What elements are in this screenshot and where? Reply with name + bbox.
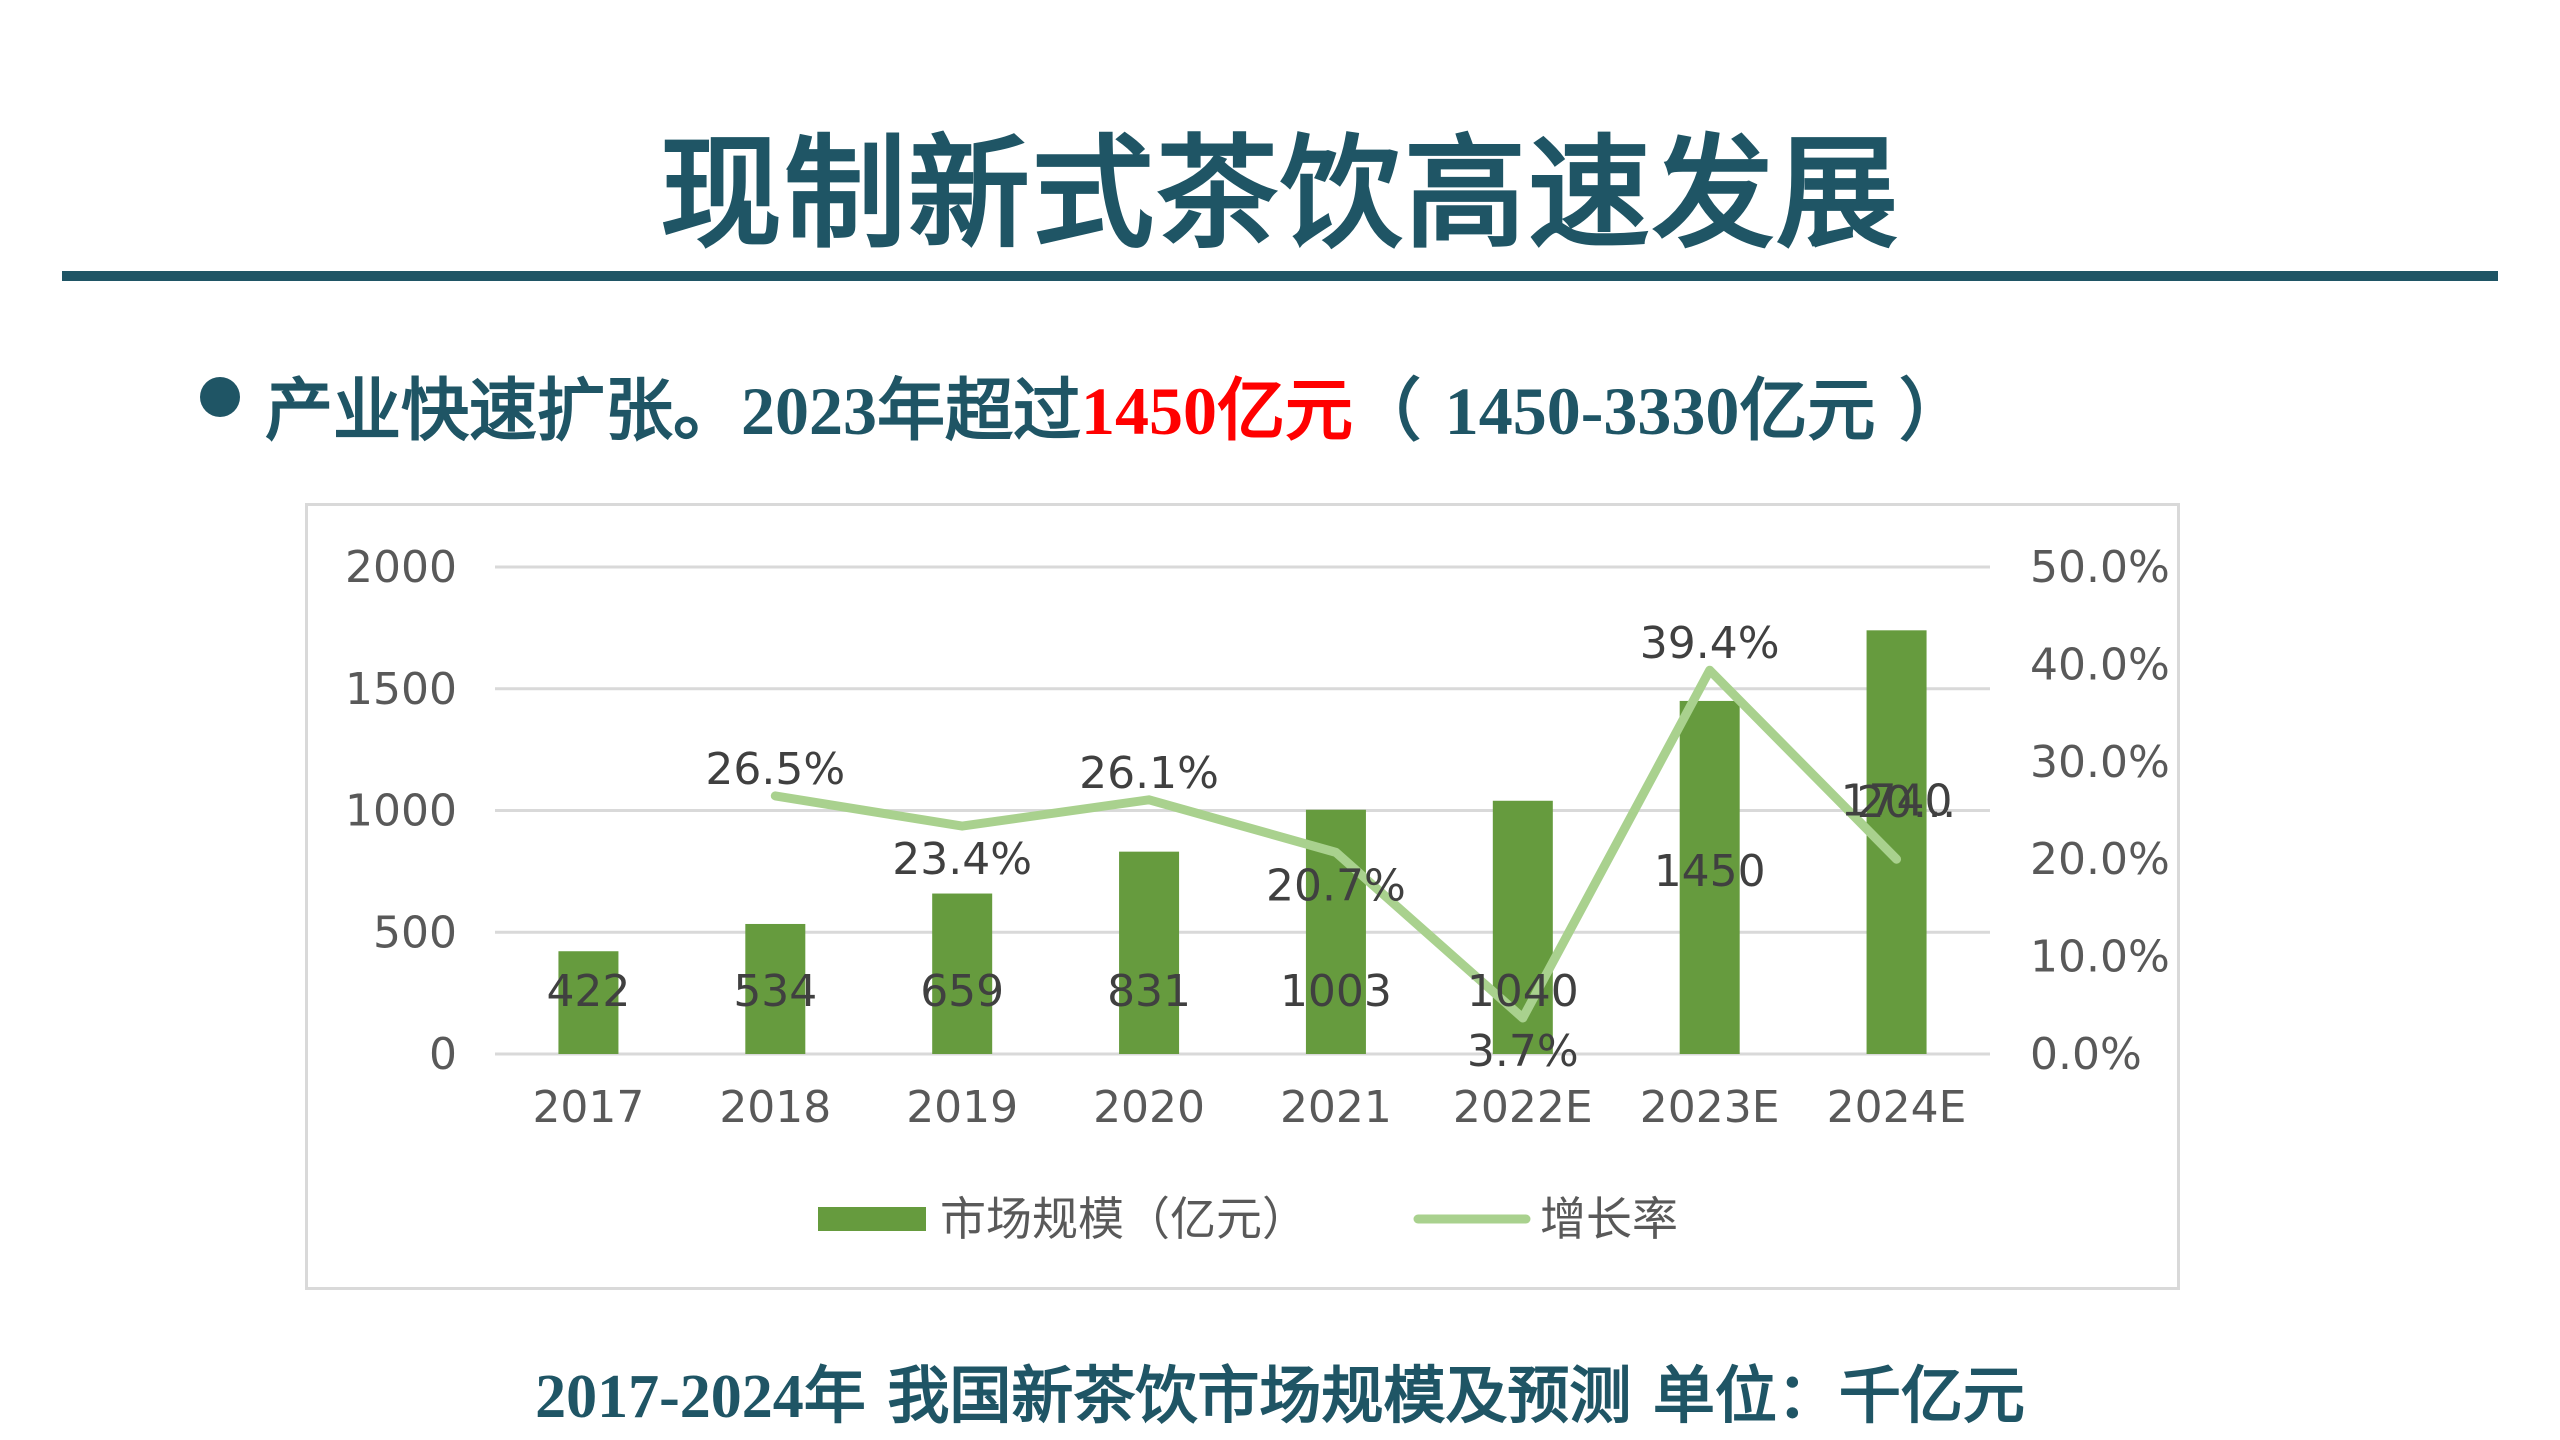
bar (1119, 851, 1180, 1054)
chart-caption: 2017-2024年 我国新茶饮市场规模及预测 单位：千亿元 (0, 1345, 2560, 1435)
bar-data-label: 1450 (1654, 846, 1766, 897)
combo-chart: 0 500 1000 1500 2000 0.0% 10.0% 20.0% 30.0% 40.0%… (345, 542, 2170, 1246)
y-right-tick-label: 30.0% (2030, 737, 2170, 788)
y-right-tick-label: 10.0% (2030, 932, 2170, 983)
line-data-label: 20… (1857, 777, 1957, 828)
range-open: （ (1353, 372, 1445, 451)
y-right-tick-label: 40.0% (2030, 639, 2170, 690)
x-tick-label: 2023E (1640, 1082, 1780, 1133)
x-tick-label: 2018 (719, 1082, 831, 1133)
x-tick-label: 2019 (906, 1082, 1018, 1133)
bar-data-label: 1003 (1280, 966, 1392, 1017)
title-divider (62, 271, 2498, 281)
bar-data-label: 422 (546, 966, 630, 1017)
caption-text: 年 我国新茶饮市场规模及预测 单位：千亿元 (803, 1359, 2025, 1432)
bullet-prefix: 产业快速扩张。 (265, 372, 742, 451)
x-tick-label: 2022E (1453, 1082, 1593, 1133)
growth-rate-point (1145, 795, 1154, 804)
bullet-icon (200, 377, 240, 417)
bar (745, 923, 806, 1054)
bar (558, 951, 619, 1054)
y-left-tick-label: 2000 (345, 542, 457, 593)
x-tick-label: 2021 (1280, 1082, 1392, 1133)
y-left-tick-label: 1000 (345, 786, 457, 837)
line-data-label: 23.4% (892, 834, 1032, 885)
bar-data-label: 1040 (1467, 966, 1579, 1017)
line-data-label: 26.1% (1079, 748, 1219, 799)
chart-frame: 0 500 1000 1500 2000 0.0% 10.0% 20.0% 30.0% 40.0%… (305, 503, 2180, 1290)
x-tick-label: 2020 (1093, 1082, 1205, 1133)
growth-rate-point (1705, 666, 1714, 675)
bar-data-label: 1740 (1841, 775, 1953, 826)
x-tick-label: 2017 (532, 1082, 644, 1133)
growth-rate-point (958, 822, 967, 831)
highlight-number: 1450 (1081, 373, 1218, 449)
bullet-text: 产业快速扩张。2023年超过1450亿元（ 1450-3330亿元 ） (265, 355, 1967, 454)
growth-rate-point (1518, 1013, 1527, 1022)
legend-line-label: 增长率 (1540, 1192, 1678, 1246)
line-data-label: 26.5% (705, 744, 845, 795)
bar-data-label: 831 (1107, 966, 1191, 1017)
bar (1679, 700, 1740, 1054)
line-data-label: 39.4% (1640, 618, 1780, 669)
bar (932, 893, 993, 1054)
line-data-label: 20.7% (1266, 860, 1406, 911)
legend-bar-label: 市场规模（亿元） (940, 1192, 1308, 1246)
highlight-unit: 亿元 (1217, 372, 1354, 451)
y-left-tick-label: 0 (429, 1029, 457, 1080)
bullet-mid: 年超过 (877, 372, 1082, 451)
y-right-tick-label: 50.0% (2030, 542, 2170, 593)
growth-rate-point (771, 791, 780, 800)
bar-data-label: 659 (920, 966, 1004, 1017)
line-data-label: 3.7% (1467, 1026, 1579, 1077)
bullet-highlight: 1450亿元 (1081, 372, 1353, 451)
bullet-year: 2023 (741, 373, 878, 449)
range-unit: 亿元 ） (1739, 372, 1968, 451)
legend-bar-swatch (818, 1207, 926, 1231)
x-tick-label: 2024E (1827, 1082, 1967, 1133)
y-left-tick-label: 1500 (345, 664, 457, 715)
y-right-tick-label: 0.0% (2030, 1029, 2142, 1080)
caption-years: 2017-2024 (535, 1363, 804, 1431)
y-right-tick-label: 20.0% (2030, 834, 2170, 885)
growth-rate-point (1331, 848, 1340, 857)
y-left-tick-label: 500 (373, 907, 457, 958)
growth-rate-point (1892, 855, 1901, 864)
bar-data-label: 534 (733, 966, 817, 1017)
page-title: 现制新式茶饮高速发展 (660, 123, 1900, 265)
range-number: 1450-3330 (1444, 373, 1740, 449)
